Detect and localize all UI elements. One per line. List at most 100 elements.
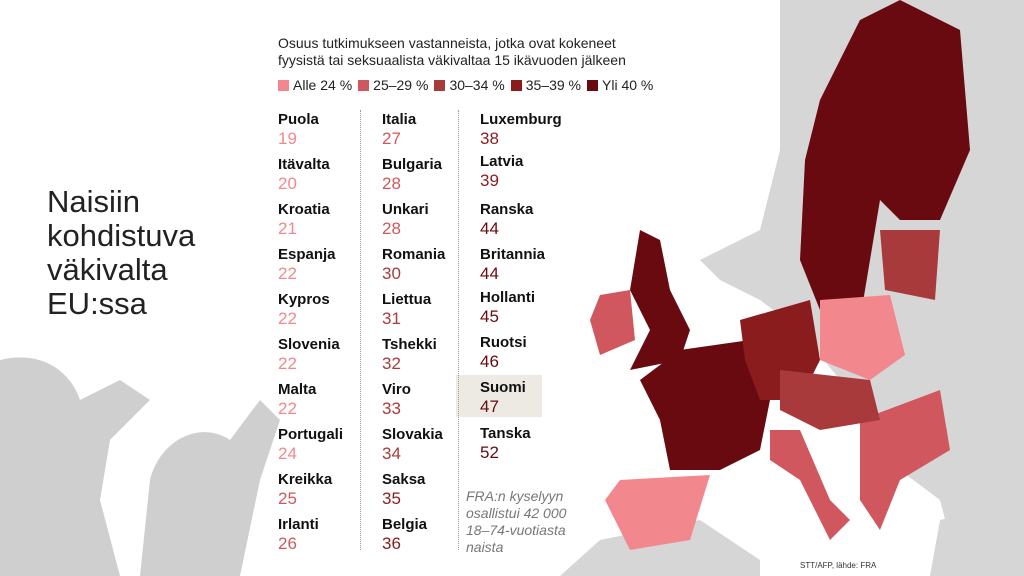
country: Kreikka 25: [278, 470, 332, 508]
country-name: Viro: [382, 381, 411, 398]
country-name: Kreikka: [278, 471, 333, 488]
uk: [630, 230, 690, 370]
country-value: 22: [278, 399, 297, 418]
subtitle: Osuus tutkimukseen vastanneista, jotka o…: [278, 35, 626, 69]
country-name: Romania: [382, 246, 446, 263]
separator: [360, 110, 361, 550]
country-value: 35: [382, 489, 401, 508]
legend-swatch: [358, 80, 370, 91]
country: Belgia 36: [382, 515, 427, 553]
country-value: 47: [480, 397, 499, 416]
note-line: 18–74-vuotiasta: [466, 522, 566, 538]
legend-item: 25–29 %: [358, 77, 428, 93]
country-name: Espanja: [278, 246, 336, 263]
legend-swatch: [434, 80, 446, 91]
italy: [770, 430, 850, 540]
legend-swatch: [278, 80, 289, 91]
country-name: Bulgaria: [382, 156, 443, 173]
legend-item: 35–39 %: [510, 77, 581, 93]
country: Slovakia 34: [382, 425, 443, 463]
country-name: Itävalta: [278, 156, 330, 173]
country-value: 45: [480, 307, 499, 326]
ireland: [590, 290, 635, 355]
country-name: Latvia: [480, 153, 524, 170]
country-value: 19: [278, 129, 297, 148]
country-value: 44: [480, 219, 499, 238]
legend-label: 35–39 %: [525, 77, 581, 93]
legend-label: 30–34 %: [449, 77, 505, 93]
country: Ruotsi 46: [480, 333, 527, 371]
country-name: Tshekki: [382, 336, 437, 353]
country-value: 20: [278, 174, 297, 193]
country-name: Britannia: [480, 246, 546, 263]
country-name: Slovenia: [278, 336, 340, 353]
country-name: Puola: [278, 111, 319, 128]
title-line: väkivalta: [47, 252, 168, 287]
country: Kypros 22: [278, 290, 330, 328]
country-value: 52: [480, 443, 499, 462]
credit: STT/AFP, lähde: FRA: [800, 561, 877, 570]
country-value: 22: [278, 354, 297, 373]
country: Latvia 39: [480, 152, 523, 190]
country: Romania 30: [382, 245, 445, 283]
country-value: 46: [480, 352, 499, 371]
country-name: Portugali: [278, 426, 344, 443]
country: Irlanti 26: [278, 515, 319, 553]
title-line: kohdistuva: [47, 218, 196, 253]
country-name: Liettua: [382, 291, 432, 308]
legend-item: Yli 40 %: [587, 77, 653, 93]
country-value: 24: [278, 444, 297, 463]
subtitle-line: fyysistä tai seksuaalista väkivaltaa 15 …: [278, 52, 626, 68]
country-name: Slovakia: [382, 426, 443, 443]
country-value: 22: [278, 309, 297, 328]
country-value: 26: [278, 534, 297, 553]
country-value: 36: [382, 534, 401, 553]
country-name: Irlanti: [278, 516, 319, 533]
country-value: 28: [382, 174, 401, 193]
country: Portugali 24: [278, 425, 343, 463]
country: Saksa 35: [382, 470, 425, 508]
title-line: Naisiin: [47, 184, 141, 219]
country: Slovenia 22: [278, 335, 340, 373]
central: [780, 370, 880, 430]
legend-item: Alle 24 %: [278, 77, 352, 93]
country-value: 39: [480, 171, 499, 190]
country-value: 21: [278, 219, 297, 238]
legend-swatch: [510, 80, 522, 91]
spain-portugal: [605, 475, 710, 550]
note: FRA:n kyselyyn osallistui 42 000 18–74-vuo…: [466, 488, 566, 556]
country-name: Hollanti: [480, 289, 535, 306]
country: Itävalta 20: [278, 155, 330, 193]
country-value: 33: [382, 399, 401, 418]
legend: Alle 24 % 25–29 % 30–34 % 35–39 % Yli 40 %: [278, 77, 653, 93]
separator: [458, 110, 459, 550]
country-name: Saksa: [382, 471, 426, 488]
legend-label: Yli 40 %: [602, 77, 654, 93]
country-value: 38: [480, 129, 499, 148]
title-line: EU:ssa: [47, 286, 147, 321]
country: Viro 33: [382, 380, 411, 418]
country-name: Malta: [278, 381, 317, 398]
highlight: [456, 375, 542, 417]
country: Luxemburg 38: [480, 110, 562, 148]
country: Kroatia 21: [278, 200, 330, 238]
balkans: [860, 390, 950, 530]
france: [640, 340, 770, 470]
country-value: 28: [382, 219, 401, 238]
country-value: 44: [480, 264, 499, 283]
country: Britannia 44: [480, 245, 545, 283]
note-line: naista: [466, 539, 504, 555]
country: Italia 27: [382, 110, 416, 148]
silhouette: [0, 357, 280, 576]
country-value: 32: [382, 354, 401, 373]
country: Tanska 52: [480, 424, 531, 462]
country: Espanja 22: [278, 245, 336, 283]
country: Ranska 44: [480, 200, 533, 238]
country-name: Kypros: [278, 291, 330, 308]
subtitle-line: Osuus tutkimukseen vastanneista, jotka o…: [278, 35, 616, 51]
country: Suomi 47: [480, 378, 526, 416]
legend-item: 30–34 %: [434, 77, 505, 93]
legend-label: 25–29 %: [373, 77, 429, 93]
country-name: Suomi: [480, 379, 526, 396]
